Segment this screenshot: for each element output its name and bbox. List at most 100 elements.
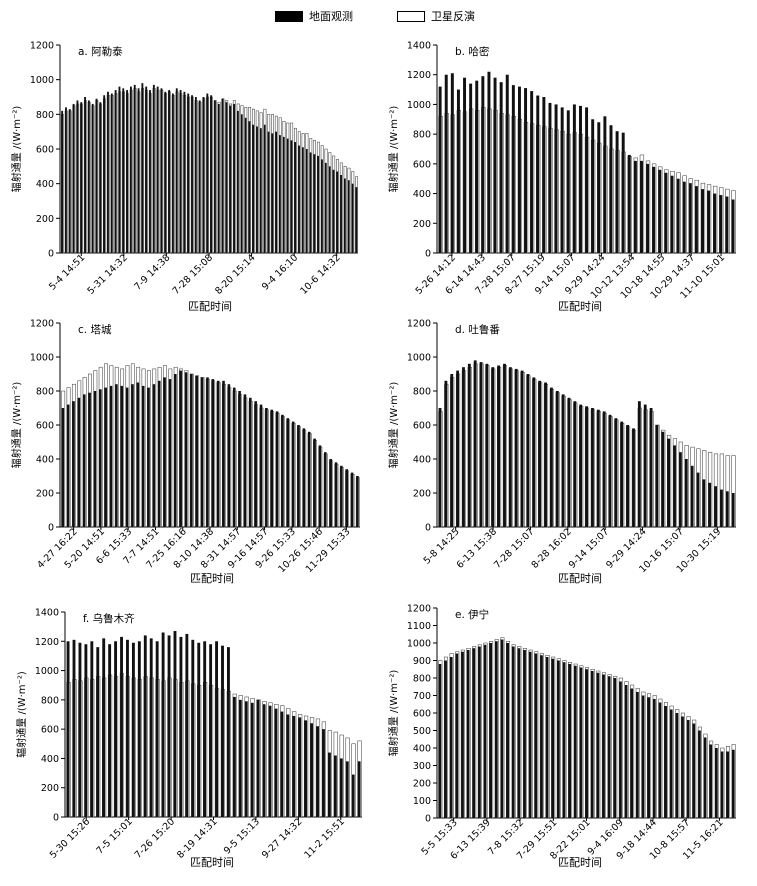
y-tick-label: 700 (413, 691, 431, 702)
y-tick-label: 800 (36, 387, 54, 398)
bar-ground (530, 91, 534, 253)
bar-ground (517, 648, 521, 818)
bar-ground (505, 74, 509, 253)
bar-ground (244, 117, 247, 253)
bar-ground (624, 685, 628, 818)
bar-ground (675, 713, 679, 818)
bar-ground (566, 110, 570, 253)
bar-ground (473, 360, 477, 527)
bar-ground (720, 751, 724, 818)
bar-ground (620, 421, 624, 527)
bar-ground (155, 641, 159, 817)
x-tick-label: 9-27 14:32 (260, 816, 305, 861)
bar-ground (540, 655, 543, 818)
bar-ground (61, 110, 64, 253)
y-tick-label: 600 (36, 145, 54, 156)
bar-ground (187, 93, 190, 254)
bar-ground (343, 178, 346, 253)
bar-ground (608, 414, 612, 527)
bar-ground (294, 142, 297, 253)
y-tick-label: 0 (425, 249, 431, 260)
bar-ground (684, 459, 688, 527)
bar-ground (688, 183, 692, 253)
y-tick-label: 1000 (30, 353, 54, 364)
bar-ground (467, 363, 471, 527)
bar-ground (267, 131, 270, 253)
bar-ground (163, 377, 166, 527)
bar-ground (120, 636, 123, 817)
bar-ground (573, 401, 577, 527)
bar-ground (72, 103, 75, 253)
bar-ground (265, 408, 268, 527)
bar-ground (157, 380, 161, 527)
bar-ground (168, 379, 172, 527)
chart-panel: 0 200 400 600 800 1000 1200 1400 辐射通量 /(W·m⁻²) f.… (15, 608, 362, 869)
bar-ground (102, 638, 106, 817)
bar-ground (456, 89, 460, 253)
bar-ground (508, 367, 512, 527)
bar-ground (561, 394, 565, 527)
bar-ground (184, 372, 188, 527)
bar-ground (633, 160, 637, 253)
bar-ground (232, 696, 236, 817)
bar-ground (305, 149, 308, 253)
bar-ground (316, 726, 319, 817)
bar-ground (701, 189, 704, 253)
bar-ground (324, 162, 327, 253)
bar-ground (307, 431, 311, 527)
bar-ground (141, 385, 145, 527)
bar-ground (545, 657, 549, 818)
bar-ground (698, 730, 701, 818)
bar-ground (720, 489, 723, 527)
bar-ground (278, 135, 281, 253)
bar-ground (478, 646, 481, 818)
bar-ground (240, 114, 243, 253)
bar-ground (511, 646, 515, 818)
bar-ground (523, 650, 526, 818)
bar-ground (506, 643, 509, 818)
chart-panel: 0 100 200 300 400 500 600 700 800 900 1000 1100 1200… (387, 604, 736, 869)
bar-ground (191, 639, 195, 817)
y-tick-label: 600 (413, 421, 431, 432)
bar-ground (309, 152, 312, 253)
bar-ground (248, 121, 251, 254)
bar-ground (627, 154, 631, 253)
bar-ground (250, 702, 254, 817)
bar-ground (233, 103, 235, 253)
y-tick-label: 400 (41, 754, 59, 765)
bar-ground (152, 84, 155, 253)
bar-ground (297, 425, 300, 527)
bar-ground (641, 695, 645, 818)
bar-ground (302, 428, 306, 527)
bar-ground (590, 671, 594, 818)
bar-ground (487, 71, 491, 253)
bar-ground (232, 387, 236, 527)
bar-ground (298, 145, 300, 253)
x-tick-label: 10-6 14:32 (298, 252, 343, 297)
bar-ground (596, 409, 600, 527)
bar-ground (126, 639, 129, 817)
bar-ground (511, 85, 515, 253)
bar-ground (131, 384, 134, 527)
y-tick-label: 400 (413, 189, 431, 200)
bar-ground (215, 641, 219, 817)
y-tick-label: 1200 (30, 41, 54, 52)
y-tick-label: 0 (425, 523, 431, 534)
bar-ground (282, 136, 285, 253)
bar-ground (696, 472, 700, 527)
bar-ground (542, 97, 546, 253)
bar-ground (664, 172, 668, 253)
panel-title: f. 乌鲁木齐 (83, 612, 135, 625)
y-tick-label: 400 (413, 455, 431, 466)
bar-ground (152, 384, 156, 527)
bar-ground (731, 749, 735, 818)
bar-ground (90, 641, 94, 817)
bar-ground (133, 84, 136, 253)
bar-ground (185, 633, 189, 817)
bar-ground (667, 438, 671, 527)
bar-ground (637, 401, 641, 527)
legend-label-satellite: 卫星反演 (431, 10, 475, 23)
bar-ground (161, 632, 165, 817)
bar-ground (221, 645, 224, 817)
